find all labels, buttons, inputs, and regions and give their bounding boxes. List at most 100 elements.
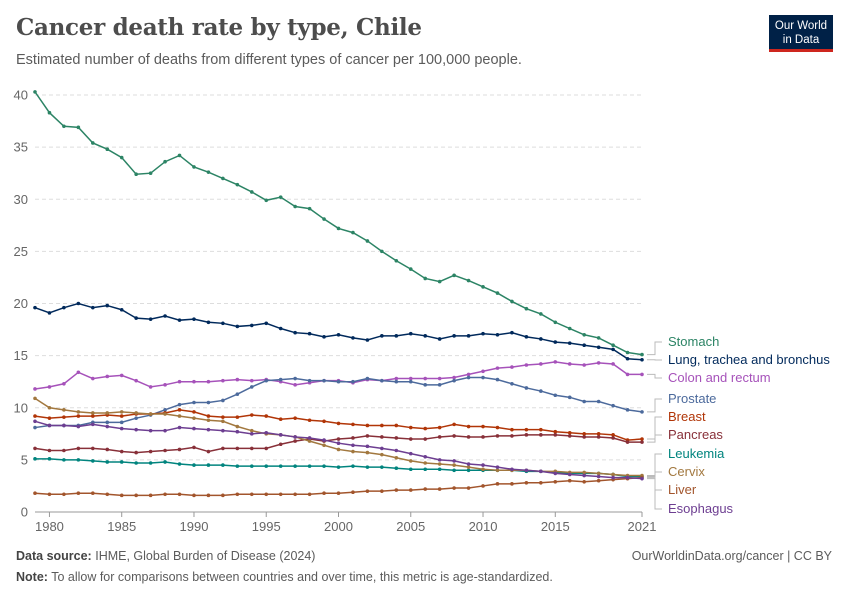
data-point (625, 408, 630, 412)
data-point (322, 419, 326, 424)
data-point (293, 439, 297, 443)
data-point (553, 320, 558, 325)
data-point (307, 436, 312, 440)
data-point (452, 422, 456, 427)
data-point (437, 487, 442, 491)
data-point (62, 408, 66, 412)
data-point (336, 437, 341, 441)
data-point (33, 396, 37, 401)
data-point (495, 332, 500, 337)
owid-logo[interactable]: Our World in Data (769, 15, 833, 52)
data-point (322, 491, 326, 496)
data-point (394, 488, 399, 492)
data-point (235, 324, 240, 329)
data-point (192, 165, 196, 169)
data-point (481, 285, 485, 289)
footer-url[interactable]: OurWorldinData.org/cancer | CC BY (631, 549, 832, 563)
data-point (105, 424, 110, 429)
data-point (221, 463, 225, 467)
data-point (148, 385, 153, 389)
data-point (365, 423, 370, 428)
data-point (119, 410, 124, 414)
data-point (76, 424, 81, 429)
data-point (264, 430, 269, 435)
source-text[interactable]: IHME, Global Burden of Disease (2024) (95, 549, 316, 563)
data-point (423, 426, 428, 431)
x-tick-label: 1980 (35, 519, 64, 534)
data-point (611, 472, 615, 477)
data-point (307, 378, 312, 383)
data-point (423, 383, 428, 387)
data-point (466, 462, 471, 466)
data-point (177, 402, 182, 407)
data-point (640, 352, 644, 357)
data-point (539, 312, 543, 316)
data-point (466, 465, 471, 469)
data-point (249, 323, 254, 328)
data-point (365, 444, 370, 449)
data-point (380, 452, 384, 457)
data-point (192, 463, 196, 467)
data-point (539, 469, 543, 474)
data-point (76, 458, 81, 462)
data-point (539, 427, 543, 432)
data-point (33, 90, 37, 94)
data-point (264, 464, 269, 468)
data-point (539, 389, 543, 393)
data-point (62, 124, 66, 129)
data-point (134, 378, 138, 383)
data-point (582, 332, 586, 337)
data-point (336, 421, 341, 426)
data-point (235, 492, 240, 497)
data-point (408, 425, 413, 430)
data-point (351, 336, 355, 340)
data-point (466, 424, 471, 429)
data-point (177, 462, 182, 466)
data-point (495, 468, 500, 473)
data-point (394, 423, 399, 428)
data-point (466, 372, 471, 377)
data-point (221, 415, 225, 419)
data-point (206, 418, 211, 423)
data-point (495, 291, 500, 295)
label-connector (647, 373, 662, 379)
data-point (423, 437, 428, 441)
data-point (293, 416, 297, 420)
data-point (249, 446, 254, 451)
data-point (206, 463, 211, 467)
data-point (163, 383, 167, 387)
data-point (452, 434, 456, 438)
data-point (524, 433, 529, 437)
data-point (365, 338, 370, 342)
data-point (235, 182, 240, 187)
y-tick-label: 40 (14, 88, 28, 103)
data-point (423, 467, 428, 472)
x-tick-label: 2010 (469, 519, 498, 534)
data-point (452, 334, 456, 338)
data-point (76, 491, 81, 496)
data-point (640, 357, 644, 362)
data-point (625, 440, 630, 444)
y-tick-label: 0 (21, 505, 28, 520)
label-connector (647, 416, 662, 440)
data-point (582, 479, 586, 484)
data-point (163, 412, 167, 416)
data-point (163, 159, 167, 164)
data-point (539, 362, 543, 366)
data-point (611, 475, 615, 480)
y-tick-label: 5 (21, 452, 28, 467)
data-point (380, 435, 384, 439)
data-point (567, 478, 572, 483)
data-point (163, 448, 167, 453)
data-point (134, 172, 138, 177)
data-point (394, 466, 399, 471)
data-point (221, 446, 225, 451)
data-point (640, 476, 644, 481)
data-point (221, 321, 225, 326)
data-point (307, 418, 312, 423)
data-point (47, 385, 52, 389)
data-point (177, 492, 182, 497)
data-point (437, 435, 442, 439)
data-point (33, 387, 37, 391)
data-point (510, 467, 514, 472)
